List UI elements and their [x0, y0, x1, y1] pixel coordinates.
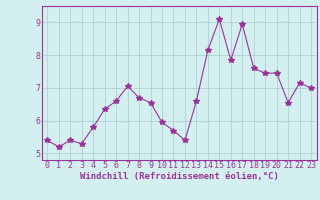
X-axis label: Windchill (Refroidissement éolien,°C): Windchill (Refroidissement éolien,°C)	[80, 172, 279, 181]
